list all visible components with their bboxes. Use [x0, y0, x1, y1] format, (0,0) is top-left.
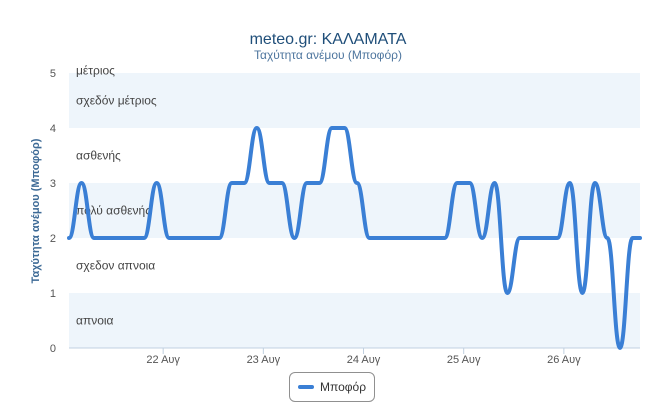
legend-item-mpofor[interactable]: Μποφόρ	[289, 372, 375, 402]
y-tick-label-5: 5	[50, 68, 56, 80]
band-4	[69, 73, 640, 128]
band-label-3: ασθενής	[76, 149, 121, 163]
axes-layer: 0 1 2 3 4 5 22 Αυγ 23 Αυγ 24 Αυγ 25 Αυγ 26 Αυγ	[50, 68, 640, 366]
y-tick-label-3: 3	[50, 178, 56, 190]
series-line-0	[67, 125, 642, 350]
y-tick-label-4: 4	[50, 123, 56, 135]
y-tick-label-1: 1	[50, 288, 56, 300]
band-label-2: πολύ ασθενής	[76, 204, 151, 218]
band-layer: απνοια σχεδον απνοια πολύ ασθενής ασθενής σχ…	[69, 63, 640, 348]
band-label-5: μέτριος	[76, 63, 115, 77]
x-tick-label-3: 25 Αυγ	[447, 354, 481, 366]
band-label-4: σχεδόν μέτριος	[76, 94, 157, 108]
x-tick-label-0: 22 Αυγ	[146, 354, 180, 366]
y-axis-title: Ταχύτητα ανέμου (Μποφόρ)	[30, 138, 42, 283]
y-tick-label-0: 0	[50, 343, 56, 355]
x-tick-label-2: 24 Αυγ	[347, 354, 381, 366]
band-label-1: σχεδον απνοια	[76, 259, 155, 273]
x-tick-label-4: 26 Αυγ	[547, 354, 581, 366]
series-layer	[67, 125, 642, 350]
band-0	[69, 293, 640, 348]
y-tick-label-2: 2	[50, 233, 56, 245]
band-label-0: απνοια	[76, 314, 114, 328]
chart-subtitle: Ταχύτητα ανέμου (Μποφόρ)	[254, 48, 402, 62]
legend-swatch	[297, 385, 314, 389]
legend-label: Μποφόρ	[319, 380, 367, 394]
x-tick-label-1: 23 Αυγ	[247, 354, 281, 366]
chart-title: meteo.gr: ΚΑΛΑΜΑΤΑ	[250, 31, 407, 48]
